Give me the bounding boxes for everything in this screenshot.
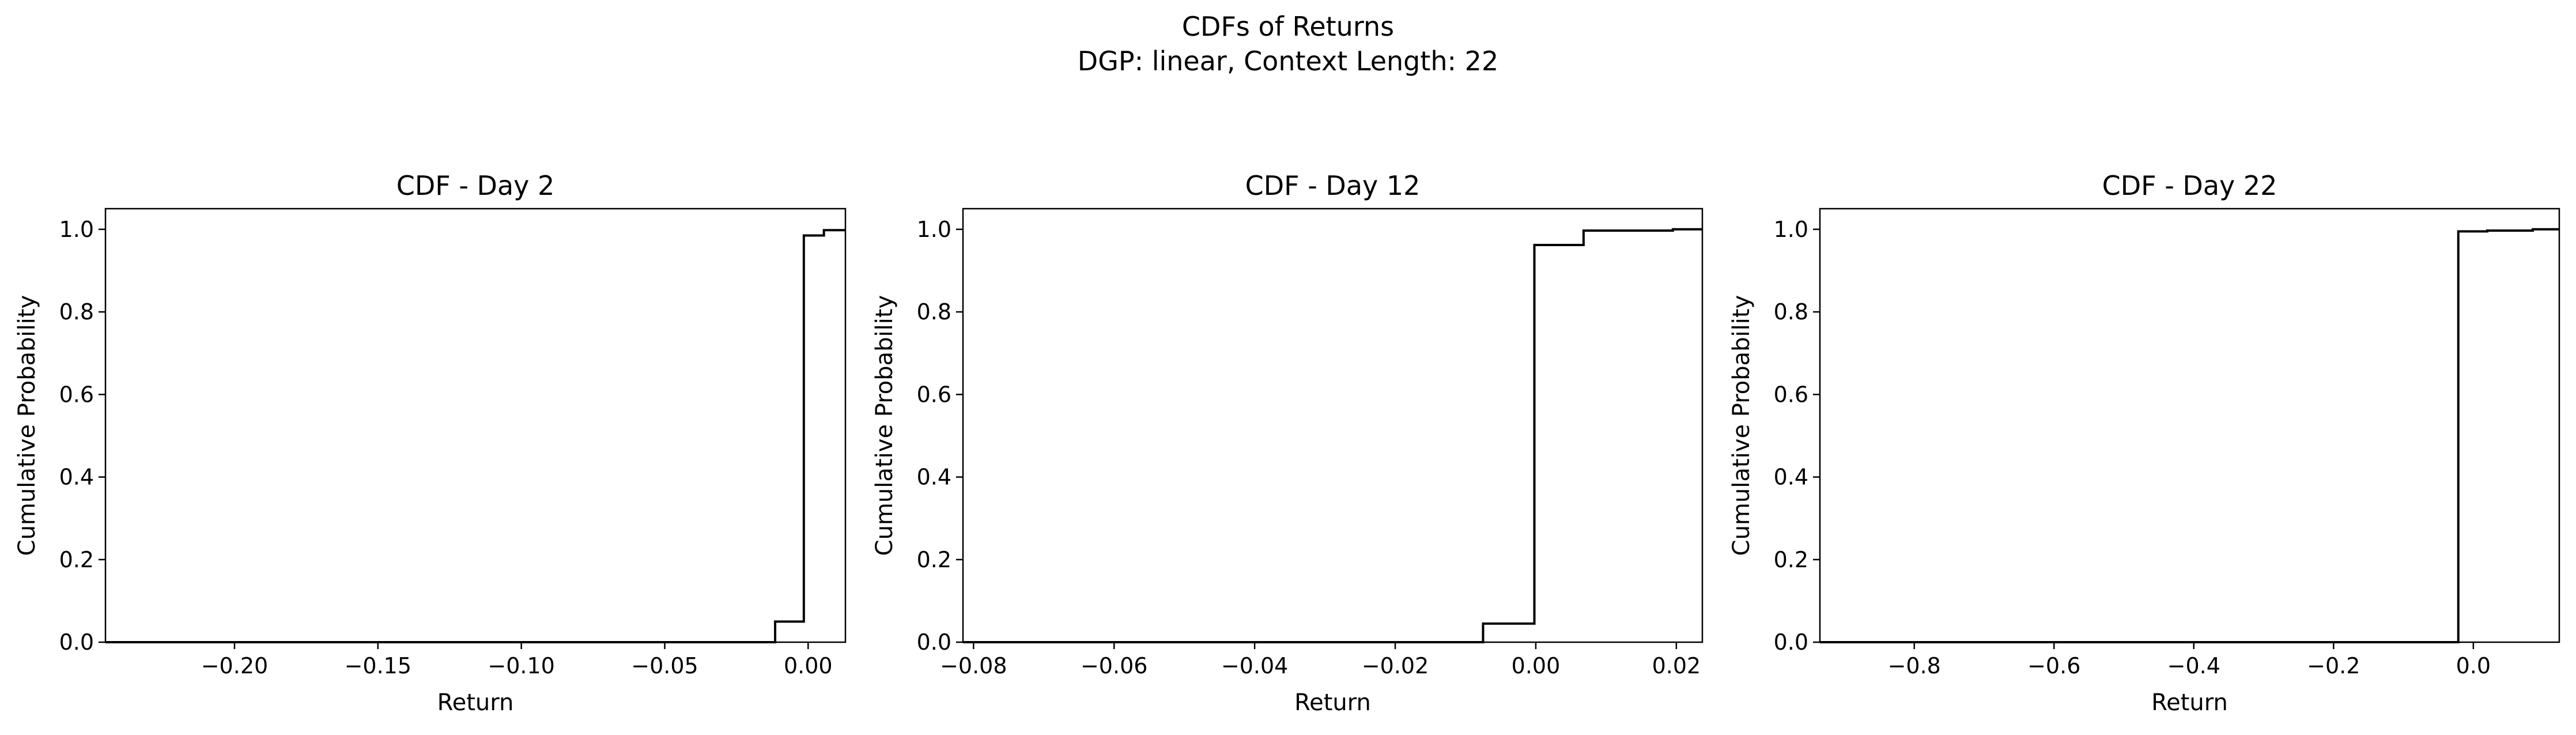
x-tick-label: 0.00 [1512,653,1561,679]
y-tick-label: 0.2 [59,547,94,572]
axes-frame-1 [104,208,847,643]
chart-panel-2: −0.08 −0.06 −0.04 −0.02 0.00 0.02 0.0 0.2 0.4 0.6… [871,170,1704,716]
x-tick-label: −0.15 [345,653,411,679]
y-tick-label: 1.0 [59,217,94,242]
x-axis-label-3: Return [2151,689,2228,716]
x-tick-label: −0.2 [2307,653,2360,679]
x-tick-label: −0.6 [2027,653,2080,679]
x-tick-label: −0.08 [940,653,1007,679]
y-tick-label: 0.2 [917,547,951,572]
y-tick-label: 0.6 [59,382,94,407]
x-axis-label-1: Return [437,689,514,716]
y-tick-label: 0.8 [917,299,951,325]
y-tick-label: 0.4 [917,465,951,490]
axes-frame-2 [962,208,1704,643]
x-tick-label: −0.4 [2167,653,2220,679]
chart-title-3: CDF - Day 22 [2102,170,2277,201]
y-tick-label: 0.2 [1774,547,1808,572]
x-tick-label: −0.20 [201,653,268,679]
x-tick-label: −0.02 [1362,653,1429,679]
y-axis-label-2: Cumulative Probability [871,295,898,556]
x-tick-label: −0.06 [1081,653,1147,679]
y-tick-label: 0.0 [1774,630,1808,655]
x-axis-label-2: Return [1294,689,1371,716]
y-tick-label: 0.8 [1774,299,1808,325]
x-tick-label: 0.00 [784,653,833,679]
figure-subtitle-line2: DGP: linear, Context Length: 22 [1078,46,1498,77]
y-tick-label: 1.0 [1774,217,1808,242]
y-tick-label: 0.4 [59,465,94,490]
cdf-step-line-3 [1820,228,2559,643]
x-tick-label: −0.05 [631,653,698,679]
chart-title-1: CDF - Day 2 [396,170,555,201]
cdf-step-line-1 [105,229,845,643]
chart-panel-1: −0.20 −0.15 −0.10 −0.05 0.00 0.0 0.2 0.4 0.6 0.8 1… [14,170,847,716]
x-tick-label: −0.10 [488,653,554,679]
x-tick-label: −0.04 [1221,653,1288,679]
y-tick-label: 0.6 [1774,382,1808,407]
y-tick-label: 0.4 [1774,465,1808,490]
panels: −0.20 −0.15 −0.10 −0.05 0.00 0.0 0.2 0.4 0.6 0.8 1… [14,170,2560,716]
chart-panel-3: −0.8 −0.6 −0.4 −0.2 0.0 0.0 0.2 0.4 0.6 0.8 1.0 CDF… [1728,170,2560,716]
cdf-step-line-2 [963,228,1702,643]
x-tick-label: 0.0 [2456,653,2491,679]
x-tick-label: 0.02 [1652,653,1701,679]
y-tick-label: 0.0 [917,630,951,655]
y-axis-label-1: Cumulative Probability [14,295,40,556]
y-axis-label-3: Cumulative Probability [1728,295,1755,556]
y-tick-label: 0.6 [917,382,951,407]
figure-title-line1: CDFs of Returns [1182,11,1394,42]
y-tick-label: 1.0 [917,217,951,242]
chart-title-2: CDF - Day 12 [1245,170,1421,201]
axes-frame-3 [1819,208,2560,643]
y-tick-label: 0.8 [59,299,94,325]
y-tick-label: 0.0 [59,630,94,655]
x-tick-label: −0.8 [1888,653,1941,679]
